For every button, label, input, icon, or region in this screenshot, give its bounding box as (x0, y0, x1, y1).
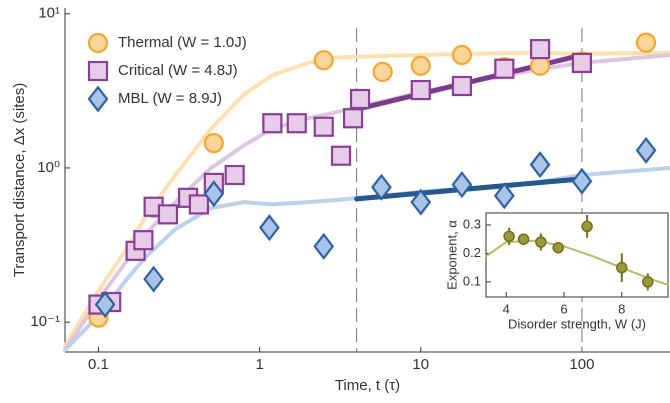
data-point (313, 232, 335, 260)
x-tick-label: 10 (412, 356, 429, 373)
data-point (349, 88, 371, 110)
data-point (94, 291, 116, 319)
data-point (224, 164, 245, 186)
data-point (157, 204, 179, 225)
x-tick-label: 6 (560, 301, 567, 316)
legend-label: Critical (W = 4.8J) (118, 62, 238, 79)
data-point (143, 265, 165, 293)
data-point (494, 58, 515, 79)
data-point (642, 276, 654, 288)
data-point (410, 79, 431, 101)
data-point (493, 182, 515, 210)
main-plot: 0.1 1 10 100 10⁻¹ 10⁰ 10¹ Time, t (τ) Transport … (11, 5, 670, 394)
data-point (372, 61, 393, 82)
data-point (517, 233, 530, 245)
data-point (529, 55, 551, 76)
y-tick-label: 10⁻¹ (30, 313, 60, 330)
x-tick-label: 100 (569, 356, 594, 373)
legend-label: Thermal (W = 1.0J) (118, 34, 247, 51)
y-tick-label: 10¹ (38, 5, 60, 22)
inset-frame (485, 212, 669, 298)
y-tick-label: 0.1 (463, 273, 481, 288)
y-axis-label: Exponent, α (444, 220, 459, 290)
data-point (188, 194, 209, 215)
y-tick-label: 0.3 (463, 216, 481, 231)
x-tick-label: 0.1 (88, 356, 109, 373)
data-point (203, 180, 225, 208)
data-point (581, 220, 593, 233)
x-axis-label: Time, t (τ) (335, 377, 400, 394)
data-point (262, 113, 283, 134)
data-point (330, 145, 352, 166)
x-tick-label: 4 (503, 301, 510, 316)
fit-line (354, 176, 585, 202)
data-point (451, 44, 473, 66)
x-tick-label: 1 (255, 356, 263, 373)
data-point (503, 230, 515, 243)
data-point (410, 188, 432, 216)
data-point (616, 261, 628, 274)
data-point (552, 241, 564, 254)
inset: 4 6 8 0.1 0.2 0.3 Disorder strength, W (J) Expo… (444, 212, 669, 331)
legend-marker (87, 85, 109, 113)
data-point (571, 167, 593, 195)
data-point (371, 173, 392, 201)
data-point (529, 151, 551, 179)
legend-marker (87, 32, 109, 54)
y-tick-label: 10⁰ (37, 159, 60, 176)
data-point (535, 236, 547, 248)
legend-label: MBL (W = 8.9J) (118, 90, 222, 107)
y-axis-label: Transport distance, Δx (sites) (11, 83, 28, 278)
legend-marker (87, 60, 109, 82)
x-tick-label: 8 (618, 301, 625, 316)
data-point (571, 52, 593, 74)
data-point (529, 38, 551, 60)
data-point (635, 32, 657, 53)
x-axis-label: Disorder strength, W (J) (508, 316, 646, 331)
data-point (259, 214, 280, 242)
data-point (203, 132, 224, 154)
data-point (451, 171, 473, 199)
data-point (313, 116, 334, 137)
data-point (313, 50, 334, 71)
data-point (635, 136, 657, 164)
data-point (342, 108, 364, 129)
data-point (286, 113, 307, 134)
data-point (133, 230, 154, 251)
data-point (410, 55, 431, 76)
data-point (451, 75, 473, 97)
y-tick-label: 0.2 (463, 245, 481, 260)
